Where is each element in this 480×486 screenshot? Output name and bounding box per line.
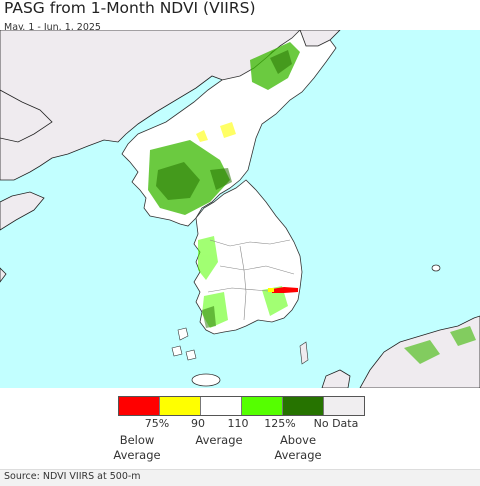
north-korea-yellow [196, 122, 236, 142]
legend-tick-110: 110 [227, 417, 249, 430]
liaodong-peninsula [0, 89, 53, 143]
legend-above-average-label: Above Average [274, 433, 322, 462]
legend-below-average-label: Below Average [113, 433, 161, 462]
legend-swatch-90-110 [201, 397, 242, 415]
tsushima [299, 341, 309, 365]
legend-tick-75: 75% [144, 417, 170, 430]
ndvi-map [0, 30, 480, 388]
ulleungdo [431, 264, 441, 272]
southwest-islands [171, 327, 197, 361]
jeju-island [191, 373, 221, 387]
north-korea-darkgreen [156, 50, 292, 200]
china-coast-south [0, 267, 7, 283]
legend-colorbar [118, 396, 365, 416]
south-korea-darkgreen [202, 306, 216, 328]
below-average-patch [272, 287, 298, 293]
legend-no-data-label: No Data [313, 417, 359, 430]
shandong-peninsula [0, 191, 45, 231]
legend-swatch-no-data [324, 397, 364, 415]
source-note: Source: NDVI VIIRS at 500-m [4, 471, 141, 482]
date-range: May. 1 - Jun. 1, 2025 [4, 22, 101, 33]
legend-tick-125: 125% [264, 417, 296, 430]
japan-kyushu [321, 369, 351, 388]
map-title: PASG from 1-Month NDVI (VIIRS) [4, 0, 256, 17]
legend-average-label: Average [195, 433, 243, 447]
legend-swatch-75-90 [160, 397, 201, 415]
legend-swatch-below-75 [119, 397, 160, 415]
footer [0, 469, 480, 486]
yellow-patch [268, 288, 274, 292]
legend-swatch-above-125 [283, 397, 324, 415]
legend-swatch-110-125 [242, 397, 283, 415]
legend-tick-90: 90 [191, 417, 205, 430]
japan-green [404, 326, 476, 364]
